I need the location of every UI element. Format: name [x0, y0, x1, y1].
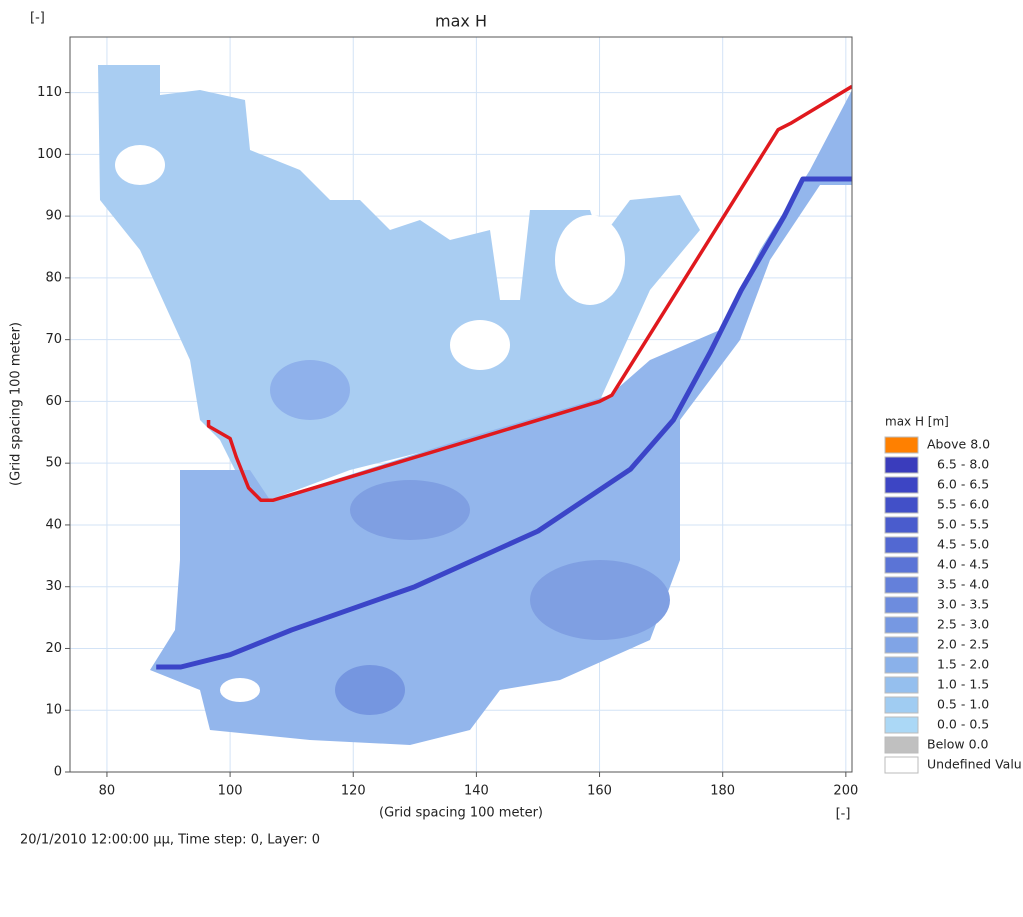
legend-swatch [884, 656, 919, 674]
plot-frame [69, 36, 853, 773]
legend-label: 5.0 - 5.5 [937, 517, 989, 532]
flood-deep [530, 560, 670, 640]
y-tick-label: 50 [45, 456, 62, 471]
y-tick-label: 80 [45, 270, 62, 285]
legend-swatch [884, 496, 919, 514]
legend-label: 1.0 - 1.5 [937, 677, 989, 692]
x-axis-label: (Grid spacing 100 meter) [379, 806, 543, 821]
legend-title: max H [m] [885, 415, 949, 429]
legend-label: 5.5 - 6.0 [937, 497, 989, 512]
dry-area [220, 678, 260, 702]
legend-label: 3.5 - 4.0 [937, 577, 989, 592]
boundary-line [206, 84, 852, 502]
dry-area [115, 145, 165, 185]
dry-area [450, 320, 510, 370]
legend-label: Below 0.0 [927, 737, 989, 752]
legend-swatch [884, 736, 919, 754]
channel-line [156, 176, 852, 670]
legend-label: 0.0 - 0.5 [937, 717, 989, 732]
legend-swatch [884, 596, 919, 614]
y-tick-label: 10 [45, 703, 62, 718]
y-tick-label: 30 [45, 579, 62, 594]
legend-swatch [884, 556, 919, 574]
axes: 80 100 120 140 160 180 200 0 10 20 30 40 50 60 70 80 90 1… [37, 85, 858, 798]
legend-label: Undefined Valu [927, 757, 1022, 772]
legend-label: 4.0 - 4.5 [937, 557, 989, 572]
y-tick-label: 90 [45, 209, 62, 224]
x-tick-label: 100 [218, 784, 243, 799]
legend-label: 0.5 - 1.0 [937, 697, 989, 712]
flood-light [98, 65, 700, 500]
y-unit: [-] [30, 11, 45, 26]
legend-swatch [884, 516, 919, 534]
legend-label: 2.5 - 3.0 [937, 617, 989, 632]
legend-swatch [884, 436, 919, 454]
x-tick-label: 120 [341, 784, 366, 799]
legend-label: 3.0 - 3.5 [937, 597, 989, 612]
legend-label: 4.5 - 5.0 [937, 537, 989, 552]
dry-area [555, 215, 625, 305]
legend-swatch [884, 676, 919, 694]
legend-label: 6.5 - 8.0 [937, 457, 989, 472]
legend-label: 6.0 - 6.5 [937, 477, 989, 492]
y-tick-label: 40 [45, 517, 62, 532]
x-tick-label: 140 [464, 784, 489, 799]
lines [156, 84, 852, 670]
y-axis-label: (Grid spacing 100 meter) [9, 322, 24, 486]
x-tick-label: 180 [710, 784, 735, 799]
y-tick-label: 0 [54, 765, 62, 780]
y-tick-label: 20 [45, 641, 62, 656]
legend-swatch [884, 576, 919, 594]
x-unit: [-] [836, 807, 851, 822]
legend-swatch [884, 476, 919, 494]
flood-deep [335, 665, 405, 715]
y-tick-label: 60 [45, 394, 62, 409]
legend-label: 1.5 - 2.0 [937, 657, 989, 672]
x-tick-label: 200 [833, 784, 858, 799]
flood-deep [270, 360, 350, 420]
legend-swatch [884, 616, 919, 634]
legend-swatch [884, 536, 919, 554]
footer: 20/1/2010 12:00:00 μμ, Time step: 0, Lay… [20, 833, 320, 848]
legend-swatch [884, 716, 919, 734]
chart-title: max H [435, 12, 487, 31]
legend-label: Above 8.0 [927, 437, 990, 452]
flood-area [98, 65, 852, 745]
legend-swatch [884, 756, 919, 774]
y-tick-label: 70 [45, 332, 62, 347]
x-tick-label: 160 [587, 784, 612, 799]
legend-label: 2.0 - 2.5 [937, 637, 989, 652]
legend-swatch [884, 636, 919, 654]
legend-swatch [884, 456, 919, 474]
flood-mid [150, 90, 852, 745]
y-tick-label: 110 [37, 85, 62, 100]
legend-swatch [884, 696, 919, 714]
y-tick-label: 100 [37, 147, 62, 162]
legend: max H [m] Above 8.0 6.5 - 8.0 6.0 - 6.5 5.5 … [884, 415, 1022, 774]
x-tick-label: 80 [99, 784, 116, 799]
flood-deep [350, 480, 470, 540]
